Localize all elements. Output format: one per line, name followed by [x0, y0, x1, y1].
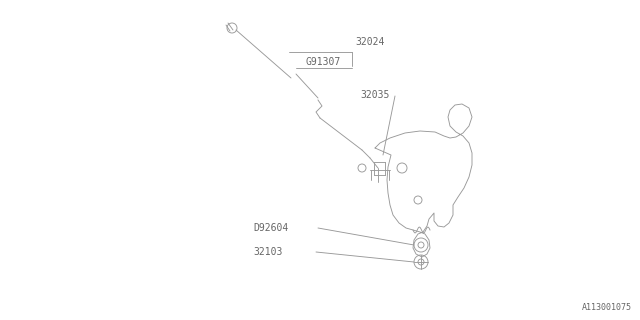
Text: 32103: 32103	[253, 247, 282, 257]
Text: G91307: G91307	[305, 57, 340, 67]
Text: A113001075: A113001075	[582, 303, 632, 312]
Text: 32035: 32035	[360, 90, 389, 100]
Text: D92604: D92604	[253, 223, 288, 233]
Text: 32024: 32024	[355, 37, 385, 47]
